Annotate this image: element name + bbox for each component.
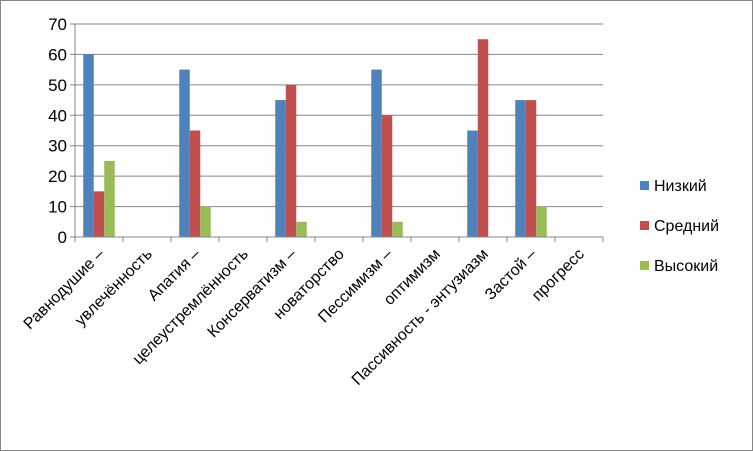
legend-swatch — [640, 221, 649, 230]
bar-1-10 — [515, 100, 526, 237]
bar-2-1 — [93, 191, 105, 237]
bar-1-9 — [467, 130, 478, 237]
category-label: Консерватизм – — [205, 246, 300, 341]
legend-label: Высокий — [654, 258, 718, 275]
y-tick-label: 30 — [48, 137, 67, 156]
gridlines — [75, 23, 603, 208]
y-tick-label: 70 — [48, 15, 67, 34]
bar-1-7 — [371, 69, 382, 238]
bar-2-5 — [285, 84, 297, 237]
y-tick-label: 60 — [48, 45, 67, 64]
bar-1-1 — [83, 54, 94, 237]
bar-2-9 — [477, 39, 489, 237]
axes — [70, 23, 604, 242]
y-tick-label: 10 — [48, 198, 67, 217]
y-tick-label: 40 — [48, 106, 67, 125]
bar-1-5 — [275, 100, 286, 237]
legend-swatch — [640, 261, 649, 270]
y-tick-label: 0 — [58, 228, 67, 247]
bar-2-3 — [189, 130, 201, 237]
bar-3-3 — [200, 206, 211, 237]
legend-label: Низкий — [654, 178, 707, 195]
bar-2-7 — [381, 115, 393, 237]
legend: Низкий Средний Высокий — [640, 178, 719, 275]
legend-swatch — [640, 181, 649, 190]
bar-1-3 — [179, 69, 190, 238]
legend-label: Средний — [654, 218, 719, 235]
bars — [83, 39, 547, 238]
y-axis-ticks: 0 10 20 30 40 50 60 70 — [48, 15, 67, 247]
bar-2-10 — [525, 100, 537, 237]
bar-3-1 — [104, 160, 115, 237]
bar-3-5 — [296, 221, 307, 237]
category-label: прогресс — [529, 246, 588, 305]
bar-3-7 — [392, 221, 403, 237]
category-label: Равнодушие – — [21, 246, 108, 333]
bar-3-10 — [536, 206, 547, 237]
y-tick-label: 20 — [48, 167, 67, 186]
y-tick-label: 50 — [48, 76, 67, 95]
